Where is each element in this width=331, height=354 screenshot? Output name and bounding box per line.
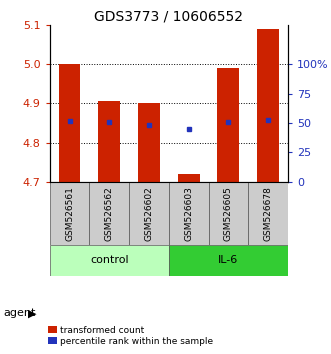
- Bar: [50, 245, 169, 276]
- Text: GSM526678: GSM526678: [263, 186, 273, 241]
- Bar: [129, 182, 169, 245]
- Bar: [169, 182, 209, 245]
- Text: ▶: ▶: [28, 308, 37, 318]
- Legend: transformed count, percentile rank within the sample: transformed count, percentile rank withi…: [44, 322, 217, 349]
- Bar: [138, 103, 160, 182]
- Bar: [50, 182, 89, 245]
- Text: GSM526562: GSM526562: [105, 186, 114, 241]
- Bar: [98, 101, 120, 182]
- Bar: [257, 29, 279, 182]
- Text: GSM526603: GSM526603: [184, 186, 193, 241]
- Text: GSM526561: GSM526561: [65, 186, 74, 241]
- Text: IL-6: IL-6: [218, 256, 239, 266]
- Bar: [89, 182, 129, 245]
- Bar: [178, 174, 200, 182]
- Text: GSM526605: GSM526605: [224, 186, 233, 241]
- Bar: [209, 182, 248, 245]
- Text: control: control: [90, 256, 128, 266]
- Bar: [59, 64, 80, 182]
- Bar: [169, 245, 288, 276]
- Bar: [217, 68, 239, 182]
- Title: GDS3773 / 10606552: GDS3773 / 10606552: [94, 10, 243, 24]
- Text: GSM526602: GSM526602: [144, 186, 154, 241]
- Text: agent: agent: [3, 308, 36, 318]
- Bar: [248, 182, 288, 245]
